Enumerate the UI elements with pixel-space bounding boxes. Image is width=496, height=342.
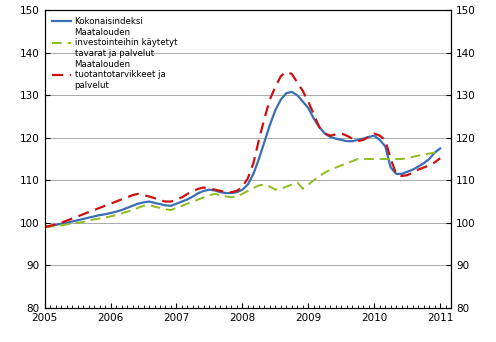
Legend: Kokonaisindeksi, Maatalouden
investointeihin käytetyt
tavarat ja palvelut, Maata: Kokonaisindeksi, Maatalouden investointe… xyxy=(49,13,181,93)
